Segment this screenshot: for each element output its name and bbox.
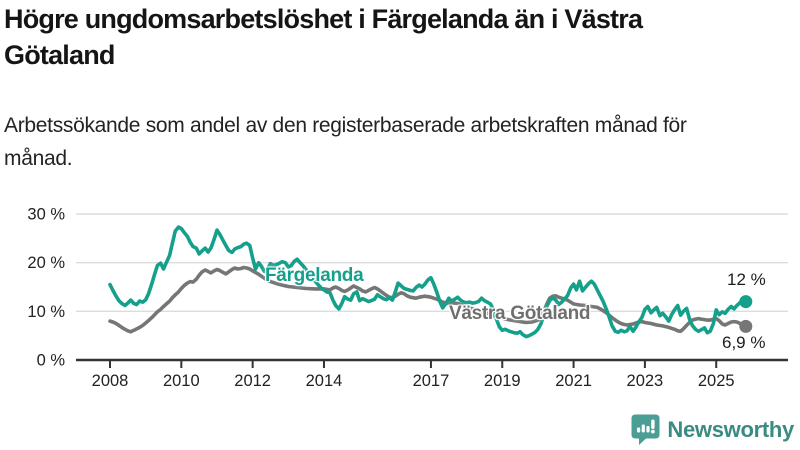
series-line-v-stra-g-taland: [108, 265, 748, 334]
y-tick-label-0: 0 %: [37, 352, 66, 370]
end-value-vastra-gotaland: 6,9 %: [722, 333, 766, 352]
newsworthy-logo: Newsworthy: [631, 414, 794, 445]
page-subtitle: Arbetssökande som andel av den registerb…: [4, 114, 687, 170]
series-end-dot-f-rgelanda: [739, 295, 753, 309]
x-tick-label-2014: 2014: [306, 372, 343, 390]
x-tick-label-2010: 2010: [163, 372, 200, 390]
y-tick-label-20: 20 %: [27, 254, 65, 272]
y-tick-label-10: 10 %: [27, 303, 65, 321]
end-value-fargelanda: 12 %: [727, 270, 766, 289]
brand-name: Newsworthy: [667, 416, 794, 442]
x-tick-label-2021: 2021: [555, 372, 592, 390]
x-tick-label-2008: 2008: [92, 372, 129, 390]
bar-chart-speech-bubble-icon: [631, 414, 660, 445]
y-tick-label-30: 30 %: [27, 205, 65, 223]
x-tick-label-2025: 2025: [698, 372, 735, 390]
x-tick-label-2019: 2019: [484, 372, 521, 390]
series-end-dot-v-stra-g-taland: [739, 319, 753, 333]
x-tick-label-2023: 2023: [627, 372, 664, 390]
series-label-fargelanda: Färgelanda: [265, 265, 364, 286]
series-label-vastra-gotaland: Västra Götaland: [449, 303, 591, 324]
x-tick-label-2012: 2012: [234, 372, 271, 390]
x-tick-label-2017: 2017: [413, 372, 450, 390]
page-title: Högre ungdomsarbetslöshet i Färgelanda ä…: [4, 4, 643, 70]
series-line-f-rgelanda: [108, 225, 748, 339]
